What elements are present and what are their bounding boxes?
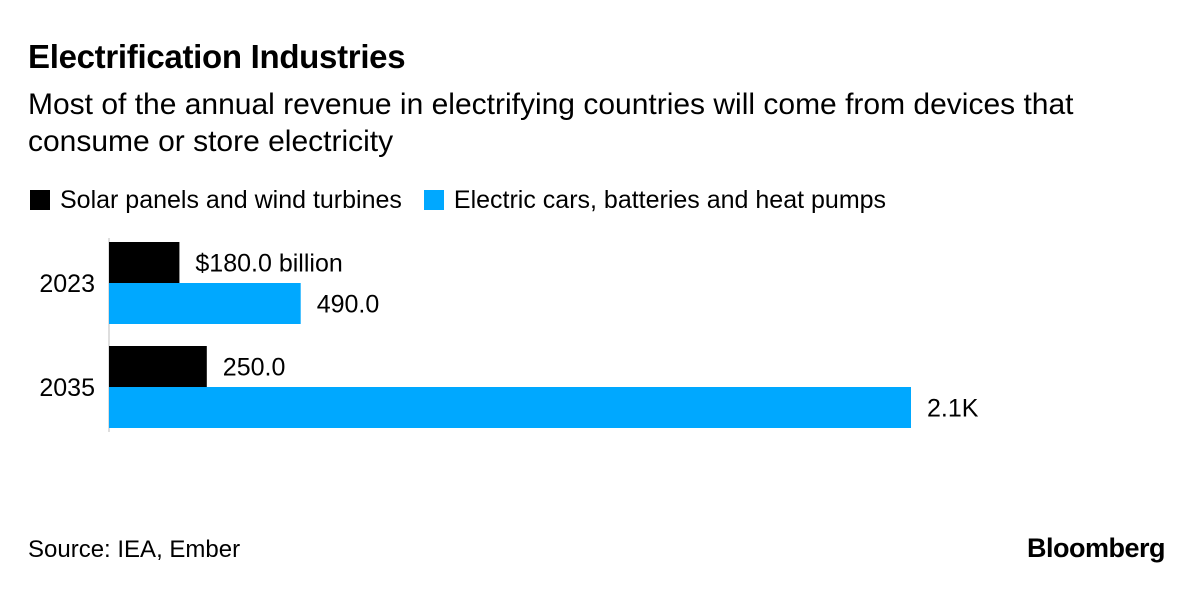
- legend: Solar panels and wind turbines Electric …: [30, 184, 908, 216]
- category-label: 2023: [39, 270, 95, 298]
- data-label: 2.1K: [927, 395, 979, 423]
- chart-title: Electrification Industries: [28, 38, 406, 75]
- data-label: 250.0: [223, 354, 286, 382]
- legend-swatch-solar-wind: [30, 190, 50, 210]
- source-note: Source: IEA, Ember: [28, 536, 241, 563]
- legend-label-solar-wind: Solar panels and wind turbines: [60, 185, 402, 214]
- category-label: 2035: [39, 374, 95, 402]
- bar: [109, 242, 180, 283]
- bloomberg-logo: Bloomberg: [1026, 533, 1166, 563]
- legend-label-ev-batteries-heat-pumps: Electric cars, batteries and heat pumps: [453, 185, 887, 214]
- bar: [109, 346, 207, 387]
- data-label: 490.0: [317, 291, 380, 319]
- data-label: $180.0 billion: [195, 250, 342, 278]
- legend-swatch-ev-batteries-heat-pumps: [423, 190, 444, 210]
- chart-subtitle: Most of the annual revenue in electrifyi…: [28, 88, 1074, 158]
- legend-item-solar-wind: Solar panels and wind turbines: [30, 186, 402, 215]
- bar: [109, 387, 911, 428]
- legend-item-ev-batteries-heat-pumps: Electric cars, batteries and heat pumps: [423, 185, 887, 215]
- bar-chart: 2023 $180.0 billion 490.0 2035 250.0 2.1K: [39, 238, 979, 432]
- bar: [109, 283, 301, 324]
